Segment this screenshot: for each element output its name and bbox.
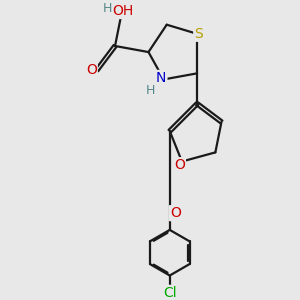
Text: H: H <box>145 84 155 97</box>
Text: OH: OH <box>112 4 133 18</box>
Text: N: N <box>156 71 166 85</box>
Text: H: H <box>103 2 112 15</box>
Text: Cl: Cl <box>163 286 177 300</box>
Text: S: S <box>194 27 203 41</box>
Text: O: O <box>170 206 181 220</box>
Text: O: O <box>86 63 97 77</box>
Text: O: O <box>174 158 185 172</box>
